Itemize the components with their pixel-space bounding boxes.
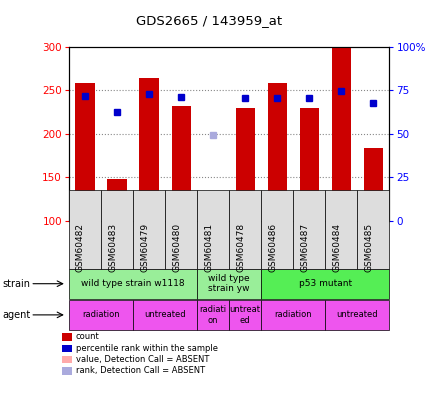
Text: GSM60484: GSM60484 <box>332 223 341 272</box>
Text: radiation: radiation <box>82 310 120 320</box>
Text: GSM60487: GSM60487 <box>300 223 309 272</box>
Bar <box>267 83 287 221</box>
Text: GSM60478: GSM60478 <box>236 223 245 272</box>
Text: GDS2665 / 143959_at: GDS2665 / 143959_at <box>136 14 282 27</box>
Text: percentile rank within the sample: percentile rank within the sample <box>76 344 218 353</box>
Bar <box>332 47 351 221</box>
Text: GSM60481: GSM60481 <box>204 223 213 272</box>
Text: GSM60486: GSM60486 <box>268 223 277 272</box>
Text: GSM60483: GSM60483 <box>108 223 117 272</box>
Text: p53 mutant: p53 mutant <box>299 279 352 288</box>
Bar <box>107 179 127 221</box>
Bar <box>299 109 319 221</box>
Text: value, Detection Call = ABSENT: value, Detection Call = ABSENT <box>76 355 209 364</box>
Bar <box>139 78 159 221</box>
Text: count: count <box>76 333 99 341</box>
Text: agent: agent <box>2 310 30 320</box>
Text: rank, Detection Call = ABSENT: rank, Detection Call = ABSENT <box>76 367 205 375</box>
Bar <box>364 149 383 221</box>
Text: wild type strain w1118: wild type strain w1118 <box>81 279 185 288</box>
Text: radiation: radiation <box>275 310 312 320</box>
Bar <box>75 83 95 221</box>
Text: strain: strain <box>2 279 30 289</box>
Text: GSM60485: GSM60485 <box>364 223 373 272</box>
Text: GSM60482: GSM60482 <box>76 223 85 272</box>
Text: radiati
on: radiati on <box>200 305 227 324</box>
Text: wild type
strain yw: wild type strain yw <box>208 274 250 293</box>
Text: untreat
ed: untreat ed <box>230 305 261 324</box>
Bar <box>235 109 255 221</box>
Text: untreated: untreated <box>144 310 186 320</box>
Text: GSM60480: GSM60480 <box>172 223 181 272</box>
Text: untreated: untreated <box>336 310 378 320</box>
Bar <box>203 218 223 221</box>
Bar <box>171 106 191 221</box>
Text: GSM60479: GSM60479 <box>140 223 149 272</box>
